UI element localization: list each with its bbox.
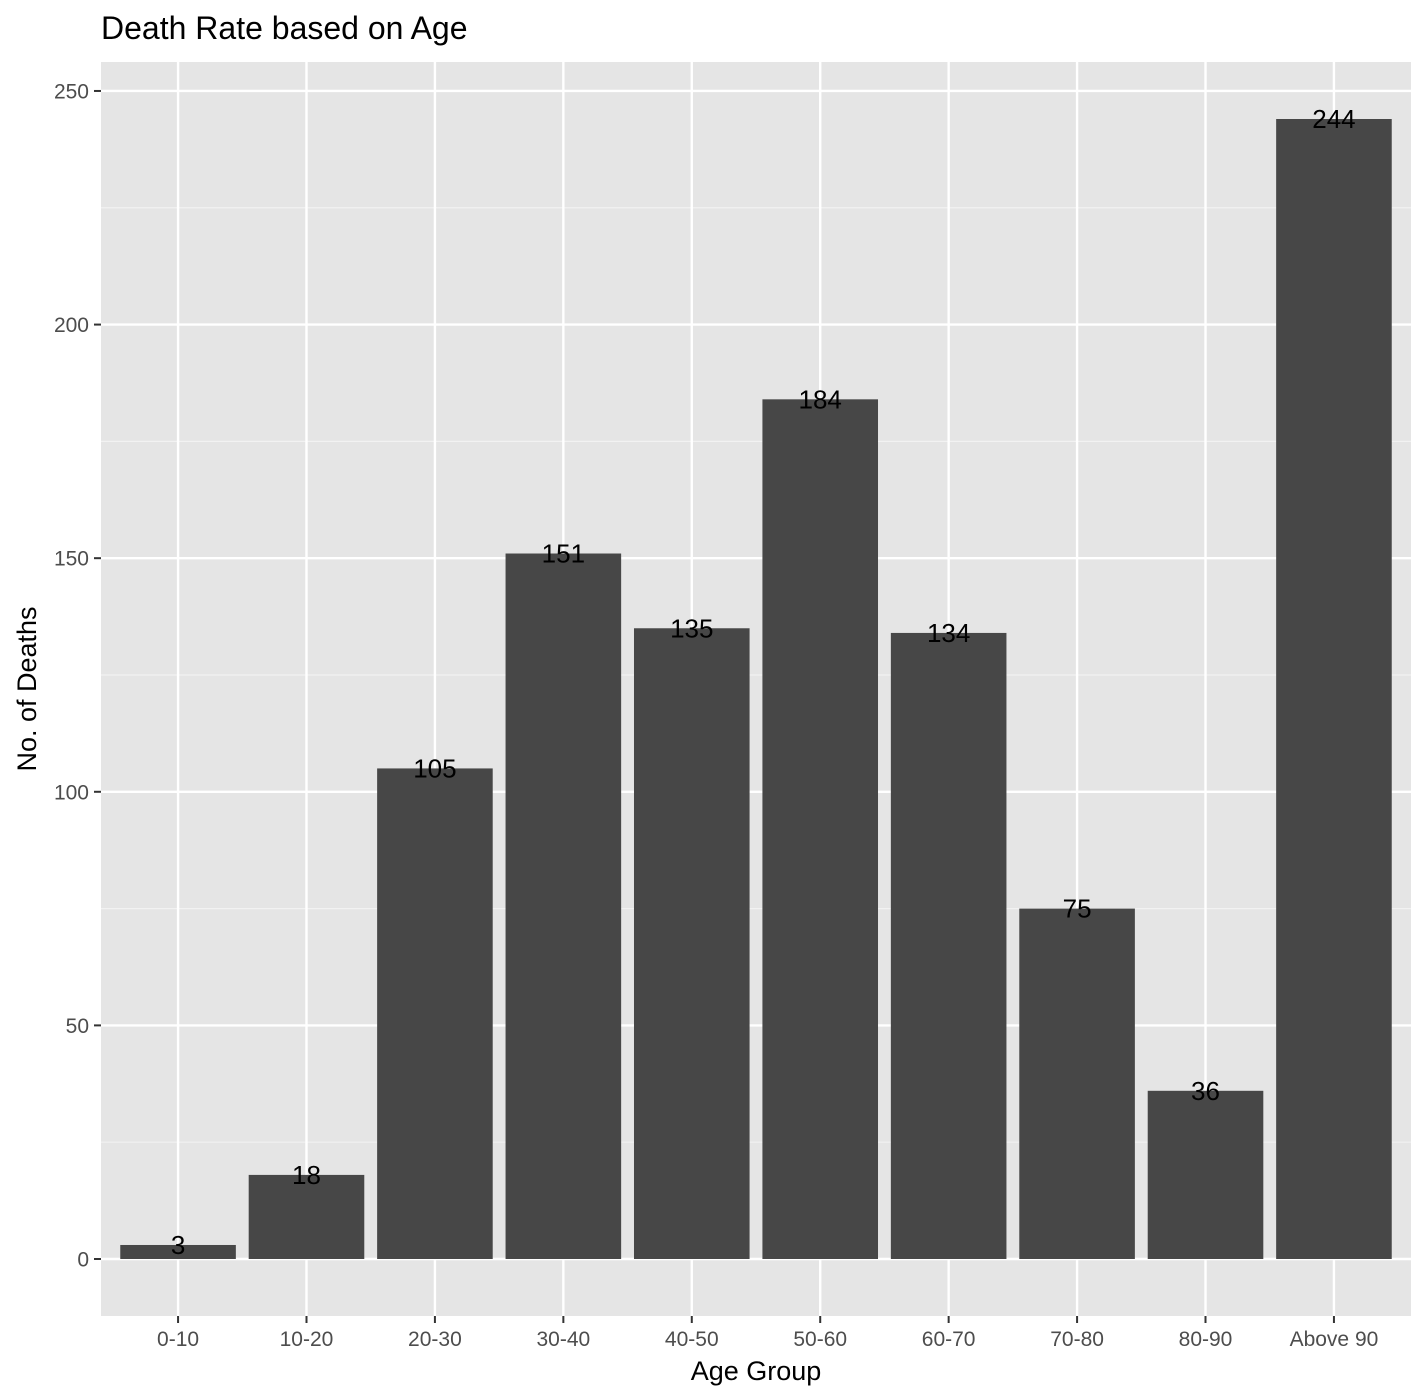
bar-70-80 bbox=[1019, 908, 1135, 1259]
chart-title: Death Rate based on Age bbox=[101, 10, 468, 46]
x-tick-label: 20-30 bbox=[408, 1328, 462, 1351]
bar-0-10 bbox=[120, 1244, 236, 1259]
x-tick-label: 80-90 bbox=[1179, 1328, 1233, 1351]
bar-above-90 bbox=[1276, 119, 1392, 1259]
bars bbox=[120, 119, 1392, 1259]
bar-80-90 bbox=[1147, 1090, 1264, 1259]
bar-20-30 bbox=[377, 768, 493, 1259]
data-label: 105 bbox=[413, 753, 456, 783]
data-label: 3 bbox=[171, 1230, 185, 1260]
x-tick-label: 0-10 bbox=[157, 1328, 199, 1351]
x-tick-label: 60-70 bbox=[922, 1328, 976, 1351]
bar-60-70 bbox=[890, 632, 1007, 1259]
bar-50-60 bbox=[762, 399, 879, 1259]
x-axis-title: Age Group bbox=[691, 1356, 822, 1386]
y-tick-label: 50 bbox=[66, 1015, 89, 1038]
y-axis: 0 50 100 150 200 250 bbox=[54, 80, 101, 1272]
bar-10-20 bbox=[248, 1174, 365, 1259]
x-axis: 0-10 10-20 20-30 30-40 40-50 50-60 60-70 70-80 8… bbox=[157, 1316, 1378, 1351]
data-label: 75 bbox=[1063, 894, 1092, 924]
y-tick-label: 200 bbox=[54, 314, 89, 337]
y-tick-label: 150 bbox=[54, 548, 89, 571]
x-tick-label: 50-60 bbox=[793, 1328, 847, 1351]
data-label: 151 bbox=[542, 539, 585, 569]
bar-40-50 bbox=[633, 628, 750, 1259]
x-tick-label: 30-40 bbox=[536, 1328, 590, 1351]
y-axis-title: No. of Deaths bbox=[12, 606, 42, 771]
data-labels: 3 18 105 151 135 184 134 75 36 244 bbox=[171, 104, 1356, 1260]
data-label: 134 bbox=[927, 618, 970, 648]
x-tick-label: 70-80 bbox=[1050, 1328, 1104, 1351]
y-tick-label: 0 bbox=[77, 1249, 89, 1272]
y-tick-label: 250 bbox=[54, 80, 89, 103]
x-tick-label: Above 90 bbox=[1290, 1328, 1379, 1351]
data-label: 36 bbox=[1191, 1076, 1220, 1106]
data-label: 244 bbox=[1312, 104, 1355, 134]
data-label: 184 bbox=[799, 384, 842, 414]
y-tick-label: 100 bbox=[54, 781, 89, 804]
bar-30-40 bbox=[505, 553, 622, 1259]
data-label: 18 bbox=[292, 1160, 321, 1190]
x-tick-label: 10-20 bbox=[280, 1328, 334, 1351]
data-label: 135 bbox=[670, 613, 713, 643]
x-tick-label: 40-50 bbox=[665, 1328, 719, 1351]
